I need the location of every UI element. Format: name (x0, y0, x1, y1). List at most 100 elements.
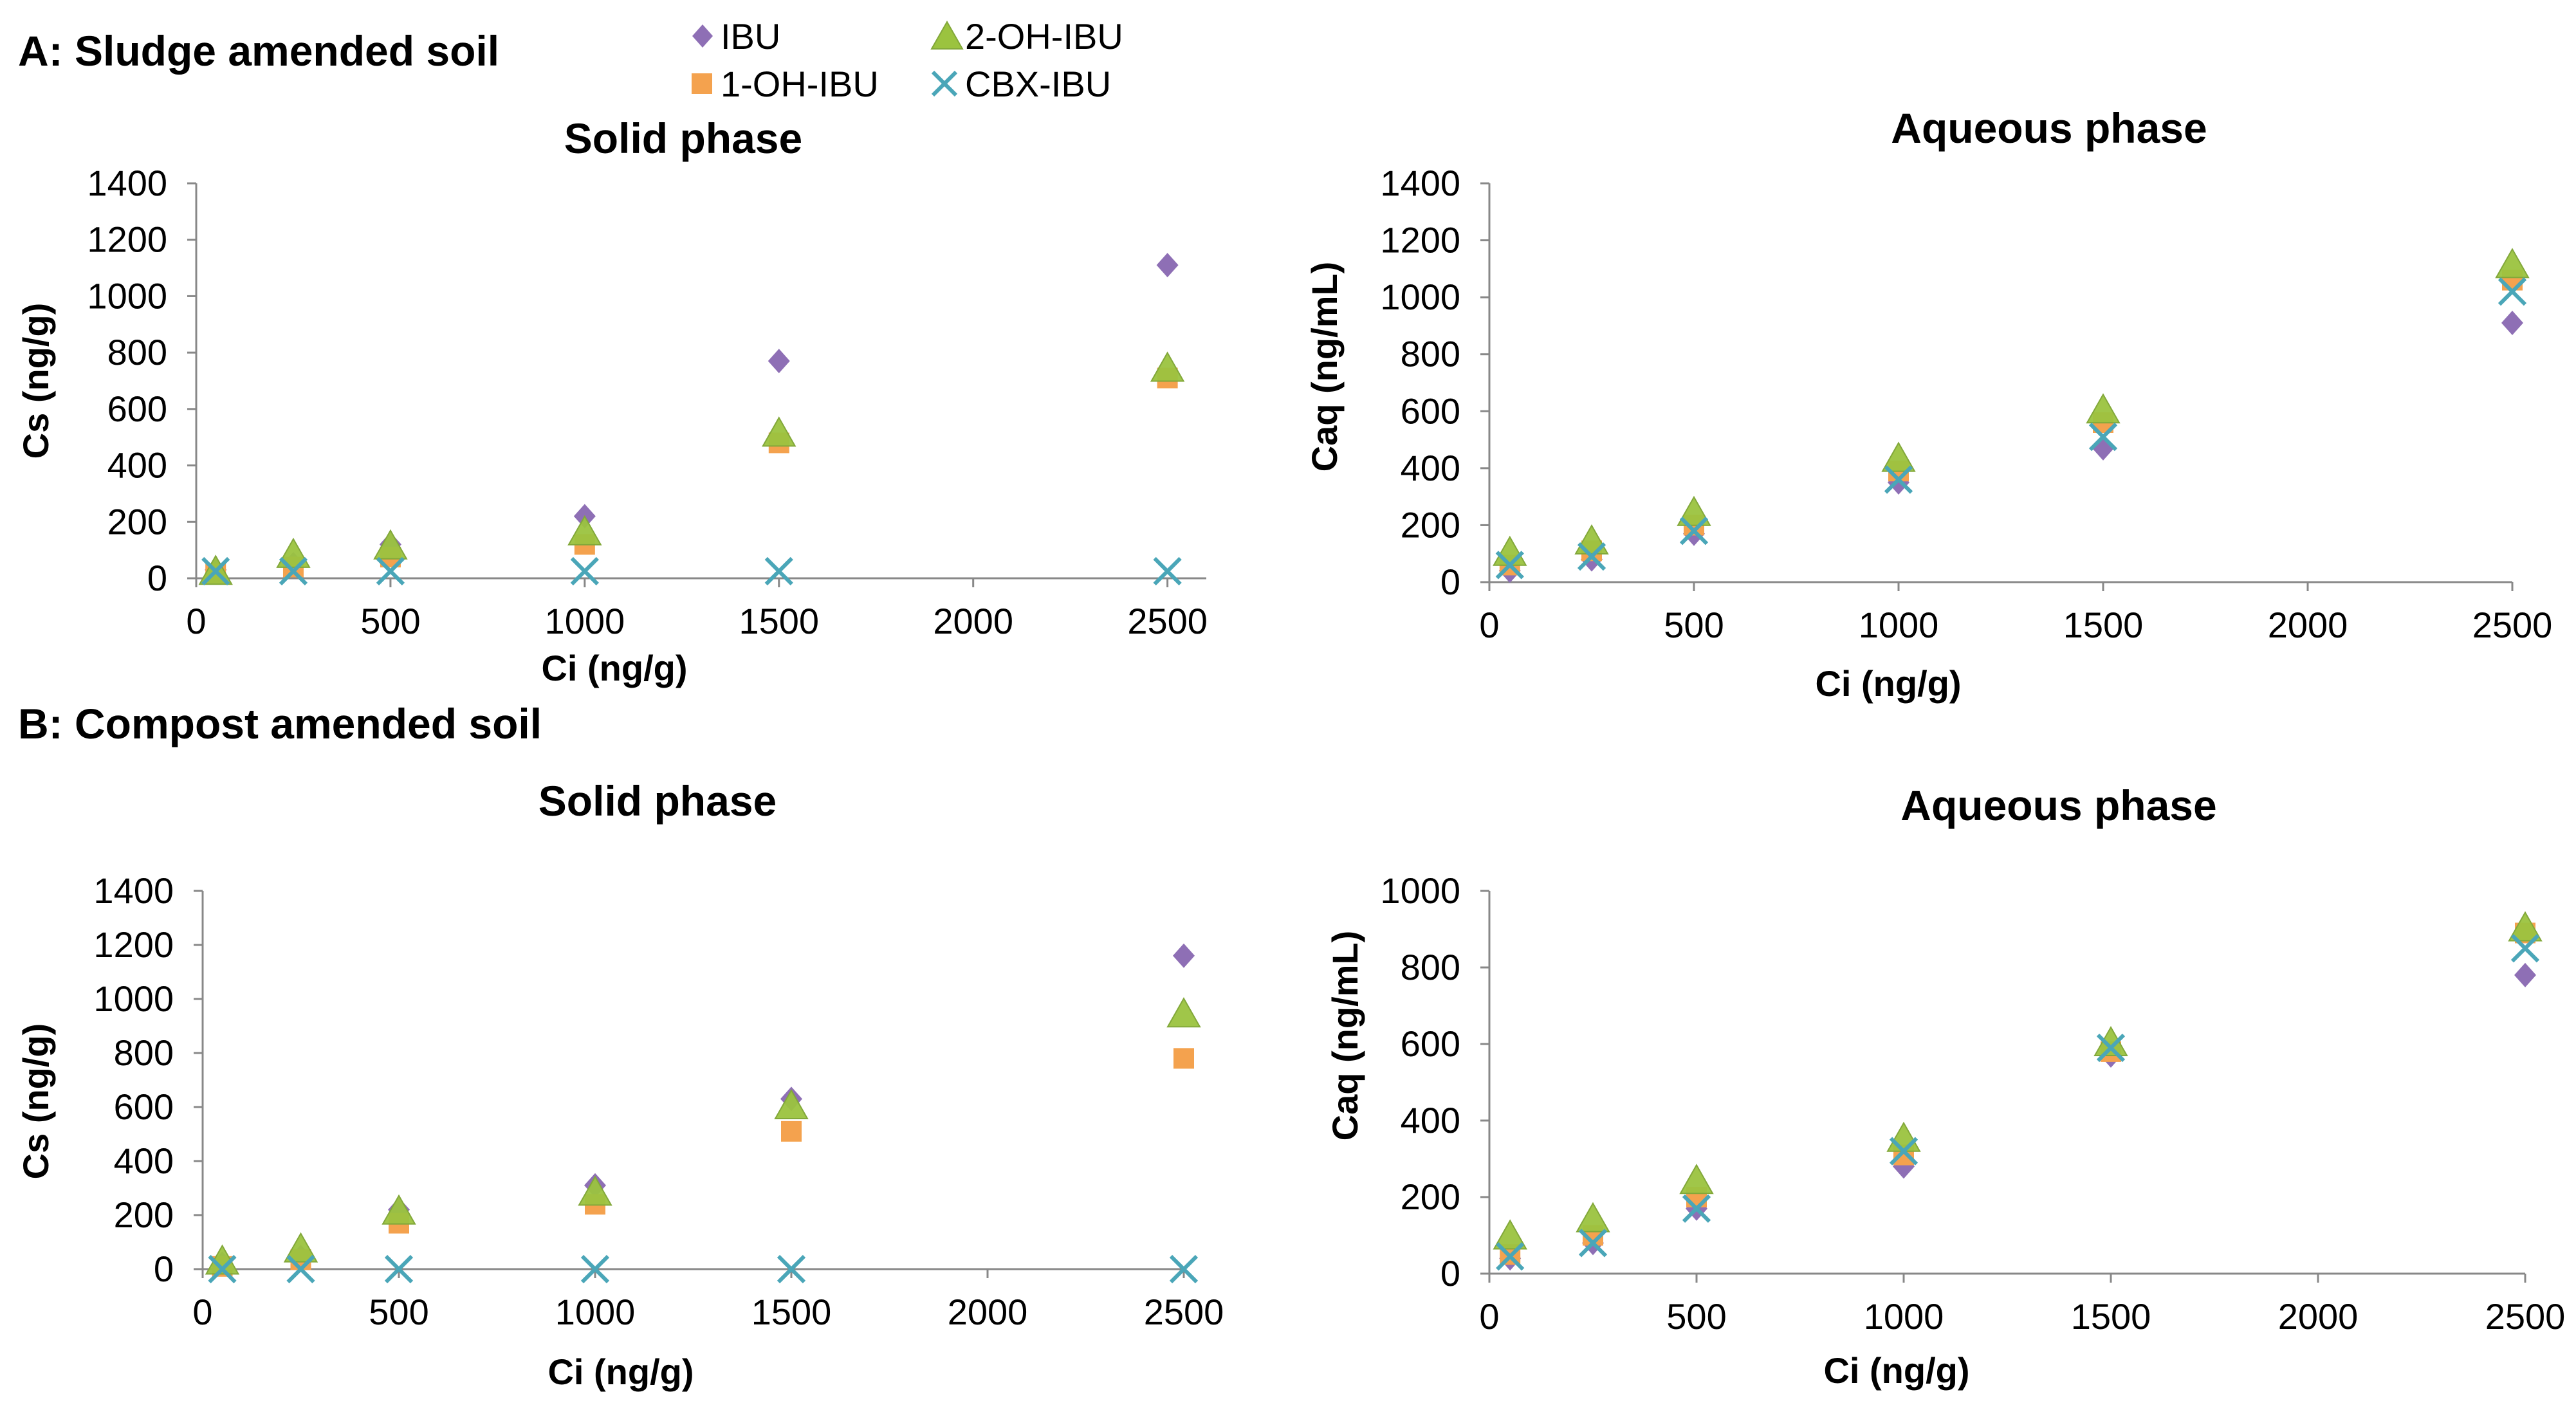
point-1-oh-ibu (781, 1121, 802, 1142)
point-2-oh-ibu (762, 416, 796, 447)
point-2-oh-ibu (1886, 1121, 1921, 1152)
point-cbx-ibu (286, 1254, 315, 1284)
section-b-label: B: Compost amended soil (18, 700, 542, 747)
point-2-oh-ibu (382, 1194, 416, 1225)
point-ibu (2092, 435, 2114, 461)
point-cbx-ibu (1679, 517, 1709, 545)
chart-a-aqueous-title: Aqueous phase (1891, 104, 2207, 152)
x-tick-label: 1000 (1864, 1296, 1944, 1337)
chart-b-aqueous-title: Aqueous phase (1900, 782, 2216, 829)
y-tick-label: 400 (107, 445, 167, 486)
y-tick-label: 800 (1401, 334, 1460, 374)
legend-item-ibu: IBU (692, 16, 780, 57)
chart-a-aqueous: Aqueous phase 0200400600800100012001400 … (1304, 104, 2552, 704)
point-2-oh-ibu (1493, 1219, 1527, 1250)
x-tick-label: 500 (1664, 605, 1724, 645)
diamond-icon (692, 24, 713, 48)
x-tick-label: 0 (1479, 1296, 1499, 1337)
x-tick-label: 1000 (1859, 605, 1939, 645)
point-2-oh-ibu (2086, 393, 2121, 424)
point-cbx-ibu (201, 556, 230, 586)
y-tick-label: 1400 (1380, 163, 1460, 203)
point-2-oh-ibu (1150, 351, 1185, 382)
point-cbx-ibu (777, 1254, 806, 1284)
point-2-oh-ibu (578, 1175, 612, 1206)
y-tick-label: 1000 (87, 275, 167, 316)
x-tick-label: 1500 (751, 1292, 832, 1332)
chart-a-solid-y-title: Cs (ng/g) (15, 303, 56, 459)
chart-b-solid-x-title: Ci (ng/g) (547, 1351, 694, 1392)
x-tick-label: 2500 (1127, 601, 1208, 641)
y-tick-label: 800 (114, 1032, 174, 1073)
point-2-oh-ibu (1166, 997, 1201, 1028)
y-tick-label: 1400 (93, 870, 174, 911)
x-tick-label: 500 (1666, 1296, 1726, 1337)
point-2-oh-ibu (2508, 911, 2543, 942)
point-2-oh-ibu (2495, 248, 2530, 279)
y-tick-label: 0 (154, 1249, 174, 1289)
point-cbx-ibu (1496, 1242, 1525, 1271)
chart-a-solid-x-title: Ci (ng/g) (541, 648, 687, 688)
y-tick-label: 200 (114, 1195, 174, 1235)
chart-b-aqueous: Aqueous phase 0 200 400 600 800 1000 0 500 1000… (1325, 782, 2565, 1391)
legend: IBU 2-OH-IBU 1-OH-IBU CBX-IBU (692, 16, 1123, 104)
point-2-oh-ibu (276, 537, 311, 568)
x-icon (931, 70, 958, 97)
point-cbx-ibu (1169, 1254, 1199, 1284)
y-tick-label: 600 (1401, 1023, 1460, 1064)
x-tick-label: 0 (186, 601, 206, 641)
x-tick-label: 2000 (948, 1292, 1028, 1332)
chart-b-solid-y-title: Cs (ng/g) (15, 1023, 56, 1180)
chart-b-solid-title: Solid phase (538, 777, 777, 825)
legend-item-1-oh-ibu: 1-OH-IBU (692, 64, 879, 104)
legend-label-2-oh-ibu: 2-OH-IBU (965, 16, 1123, 57)
y-tick-label: 800 (1401, 947, 1460, 987)
point-2-oh-ibu (1576, 1202, 1610, 1232)
x-tick-label: 500 (369, 1292, 428, 1332)
point-2-oh-ibu (1574, 524, 1609, 554)
y-tick-label: 600 (107, 389, 167, 429)
point-cbx-ibu (764, 556, 793, 586)
x-tick-label: 500 (360, 601, 420, 641)
point-cbx-ibu (2088, 423, 2118, 452)
point-2-oh-ibu (283, 1232, 318, 1263)
point-2-oh-ibu (373, 529, 408, 560)
y-tick-label: 600 (1401, 390, 1460, 431)
point-ibu (1156, 253, 1179, 278)
point-cbx-ibu (1889, 1137, 1918, 1166)
chart-b-aqueous-y-title: Caq (ng/mL) (1325, 931, 1365, 1141)
y-tick-label: 1000 (1380, 277, 1460, 317)
chart-a-aqueous-x-title: Ci (ng/g) (1815, 663, 1961, 704)
x-tick-label: 1000 (545, 601, 625, 641)
chart-b-aqueous-x-title: Ci (ng/g) (1823, 1350, 1969, 1391)
point-1-oh-ibu (1173, 1048, 1194, 1069)
x-tick-label: 2500 (2472, 605, 2553, 645)
y-tick-label: 0 (1440, 1253, 1460, 1294)
chart-b-solid: Solid phase 0 200 400 600 800 1000 1200 1400 0 5… (15, 777, 1224, 1392)
y-tick-label: 600 (114, 1086, 174, 1127)
legend-label-ibu: IBU (721, 16, 780, 57)
point-ibu (2501, 311, 2523, 335)
point-cbx-ibu (208, 1254, 237, 1284)
y-tick-label: 0 (147, 558, 167, 598)
point-cbx-ibu (2096, 1033, 2126, 1063)
point-cbx-ibu (570, 556, 599, 586)
chart-a-solid: Solid phase 0 200 400 600 800 1000 1200 1400 0 5… (15, 114, 1208, 688)
y-tick-label: 800 (107, 332, 167, 372)
square-icon (692, 73, 712, 94)
x-tick-label: 2000 (933, 601, 1013, 641)
legend-label-cbx-ibu: CBX-IBU (965, 64, 1111, 104)
y-tick-label: 200 (1401, 504, 1460, 545)
y-tick-label: 200 (1401, 1177, 1460, 1217)
triangle-icon (930, 20, 964, 50)
x-tick-label: 1500 (2071, 1296, 2151, 1337)
x-tick-label: 1000 (555, 1292, 636, 1332)
point-cbx-ibu (2498, 277, 2527, 306)
point-ibu (1173, 943, 1195, 968)
point-cbx-ibu (279, 556, 308, 586)
chart-a-solid-title: Solid phase (564, 114, 802, 162)
y-tick-label: 400 (114, 1140, 174, 1181)
point-ibu (2514, 962, 2536, 987)
y-tick-label: 1200 (93, 924, 174, 965)
